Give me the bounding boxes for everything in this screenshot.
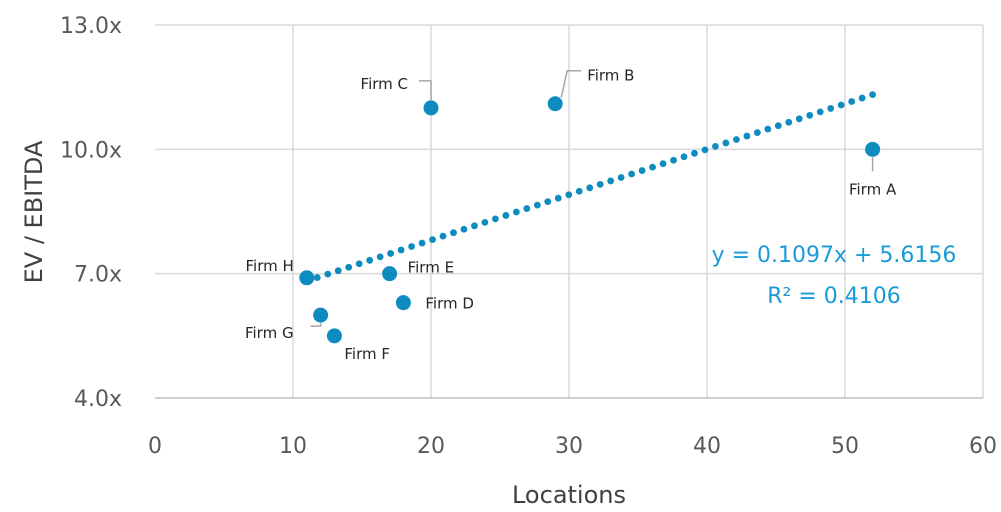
trendline-dot [492, 215, 499, 223]
trendline-dot [533, 201, 541, 209]
trendline-dot [523, 205, 531, 212]
trendline-dot [429, 236, 436, 244]
trendline-dot [753, 129, 761, 136]
trendline-dot [732, 136, 740, 143]
y-tick-label: 7.0x [74, 263, 122, 288]
trendline-dot [774, 122, 782, 130]
trendline-dot [670, 156, 677, 164]
scatter-point [395, 295, 411, 311]
x-tick-label: 30 [555, 434, 583, 459]
axis-layer: 0 10 20 30 40 50 60 4.0x 7.0x 10.0x 13.0x [60, 14, 997, 459]
trendline-dot [418, 239, 426, 247]
y-tick-label: 13.0x [60, 14, 122, 39]
point-label: Firm D [425, 295, 474, 313]
trendline-dot [313, 274, 321, 281]
trendline-dot [701, 146, 709, 154]
trendline-dot [408, 243, 415, 250]
label-leader-line [310, 323, 322, 327]
trendline-dot [596, 180, 604, 188]
point-layer [299, 96, 881, 344]
trendline-dot [439, 232, 447, 240]
trendline-dot [355, 260, 363, 268]
trendline-r-squared: R² = 0.4106 [767, 284, 901, 309]
label-layer: Firm A Firm B Firm C Firm D Firm E Firm F Firm… [245, 67, 897, 363]
x-axis-title: Locations [512, 481, 626, 509]
trendline-dot [638, 167, 646, 174]
trendline-dot [649, 163, 656, 171]
trendline-dot [628, 170, 636, 178]
trendline-dot [345, 263, 353, 271]
trendline-dot [565, 191, 573, 199]
trendline-dot [554, 194, 562, 202]
trendline-dot [837, 101, 845, 109]
trendline-dot [575, 187, 583, 195]
trendline-dot [764, 125, 772, 133]
trendline-dot [680, 153, 688, 161]
trendline-dot [848, 98, 856, 105]
point-label: Firm E [408, 259, 454, 277]
trendline-dot [387, 250, 395, 257]
scatter-point [423, 100, 439, 116]
trendline-dot [502, 212, 510, 219]
scatter-point [547, 96, 563, 112]
label-leader-line [560, 69, 582, 98]
scatter-point [313, 307, 329, 323]
x-tick-label: 20 [417, 434, 445, 459]
scatter-point [326, 328, 342, 344]
trendline-dot [460, 225, 468, 233]
x-tick-label: 10 [279, 434, 307, 459]
trendline-dot [334, 267, 342, 275]
trendline-dot [785, 118, 793, 126]
y-tick-label: 10.0x [60, 138, 122, 163]
trendline-dot [691, 149, 698, 157]
trendline-dot [366, 256, 374, 264]
trendline-dot [450, 229, 457, 237]
label-leader-line [419, 80, 432, 100]
y-axis-title: EV / EBITDA [20, 140, 48, 283]
leader-line-layer [310, 69, 874, 327]
trendline-dot [743, 132, 751, 140]
trendline-dot [471, 222, 478, 230]
trendline-dot [827, 105, 835, 112]
trendline-dot [376, 253, 384, 261]
trendline-dot [512, 208, 520, 216]
trendline-dot [659, 160, 667, 168]
point-label: Firm C [361, 75, 408, 93]
trendline-dot [586, 184, 594, 192]
trendline-dot [397, 246, 405, 254]
trendline-dot [324, 270, 332, 278]
x-tick-label: 60 [969, 434, 997, 459]
trendline-equation: y = 0.1097x + 5.6156 [712, 243, 957, 268]
x-tick-label: 40 [693, 434, 721, 459]
trendline-dot [858, 94, 866, 102]
trendline-dot [544, 198, 552, 206]
trendline-dot [712, 143, 719, 150]
trendline-dot [481, 218, 489, 226]
trendline-dot [722, 139, 730, 147]
point-label: Firm H [246, 257, 294, 275]
x-tick-label: 0 [148, 434, 162, 459]
y-tick-label: 4.0x [74, 387, 122, 412]
trendline-dot [795, 115, 803, 123]
trendline-dot [816, 108, 824, 116]
x-tick-label: 50 [831, 434, 859, 459]
trendline-dot [806, 111, 814, 119]
scatter-point [299, 270, 315, 286]
trendline-dot [869, 91, 876, 99]
point-label: Firm G [245, 324, 294, 342]
trendline-dot [607, 177, 615, 185]
scatter-point [382, 266, 398, 282]
point-label: Firm F [344, 345, 390, 363]
point-label: Firm A [849, 180, 897, 198]
point-label: Firm B [587, 67, 634, 85]
trendline-dot [617, 174, 625, 181]
scatter-point [865, 141, 881, 157]
